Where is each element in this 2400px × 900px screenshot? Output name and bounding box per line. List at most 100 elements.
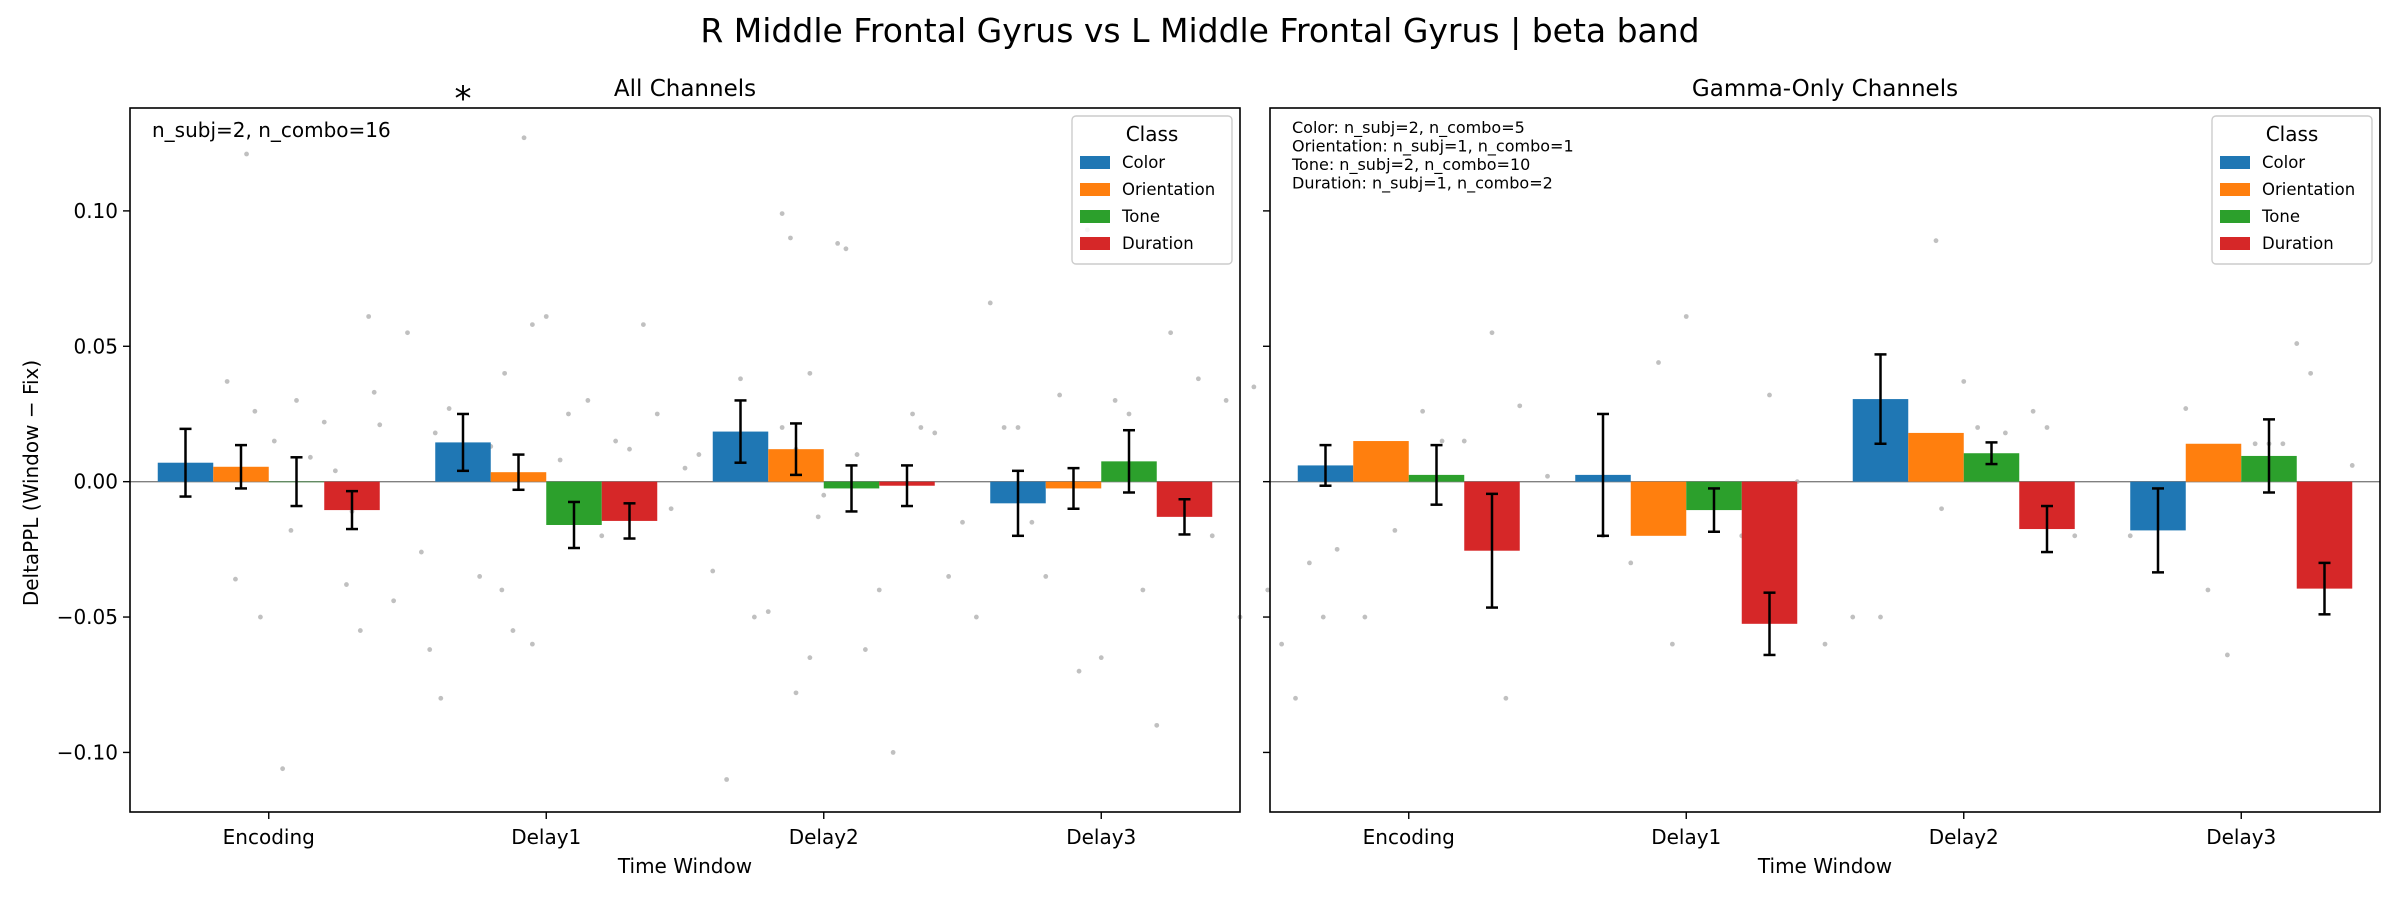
data-point [765, 609, 771, 615]
data-point [779, 425, 785, 430]
data-point [1293, 695, 1298, 701]
data-point [1961, 379, 1967, 384]
data-point [344, 582, 349, 587]
x-tick-label: Delay2 [1929, 825, 1999, 849]
legend-label-duration: Duration [1122, 234, 1194, 253]
data-point [252, 408, 258, 414]
data-point [244, 151, 249, 157]
data-point [1279, 641, 1285, 647]
data-point [1767, 392, 1772, 398]
data-point [1503, 695, 1509, 701]
data-point [1669, 641, 1675, 647]
data-point [640, 322, 646, 328]
legend-swatch-orientation [2220, 183, 2250, 196]
annotation-text: n_subj=2, n_combo=16 [152, 118, 391, 142]
annotation-line: Duration: n_subj=1, n_combo=2 [1292, 174, 1553, 194]
data-point [280, 766, 286, 772]
legend-swatch-duration [2220, 237, 2250, 250]
data-point [710, 568, 716, 574]
data-point [1043, 574, 1049, 579]
data-point [918, 425, 924, 430]
data-point [377, 422, 383, 428]
legend: Class Color Orientation Tone Duration [1071, 115, 1233, 265]
data-point [543, 314, 549, 319]
data-point [2205, 587, 2211, 593]
data-point [779, 211, 785, 217]
data-point [477, 574, 483, 579]
data-point [1461, 438, 1467, 444]
data-point [654, 411, 660, 417]
data-point [960, 519, 965, 525]
legend-swatch-orientation [1080, 183, 1110, 196]
data-point [807, 655, 813, 661]
x-tick-label: Delay1 [1651, 825, 1721, 849]
data-point [2308, 370, 2314, 376]
data-point [854, 452, 860, 457]
data-point [2224, 652, 2230, 658]
x-tick-label: Encoding [223, 825, 315, 849]
data-point [751, 614, 757, 620]
legend-swatch-duration [1080, 237, 1110, 250]
y-axis-label: DeltaPPL (Window − Fix) [19, 360, 43, 606]
data-point [876, 587, 882, 593]
data-point [738, 376, 743, 382]
legend-title: Class [1126, 122, 1179, 146]
significance-marker: * [455, 79, 472, 119]
x-tick-label: Encoding [1363, 825, 1455, 849]
bar-orientation-delay2 [1908, 432, 1964, 482]
data-point [1076, 668, 1082, 674]
x-tick-label: Delay2 [789, 825, 859, 849]
data-point [1209, 533, 1215, 539]
legend-title: Class [2266, 122, 2319, 146]
panel-title: All Channels [614, 76, 756, 102]
data-point [1656, 360, 1661, 365]
legend-label-color: Color [1122, 153, 1165, 172]
data-point [1001, 425, 1007, 430]
panel-title: Gamma-Only Channels [1692, 76, 1958, 102]
data-point [1029, 519, 1035, 525]
data-point [557, 457, 563, 463]
data-point [1168, 330, 1174, 336]
legend-label-orientation: Orientation [2262, 180, 2355, 199]
data-point [1975, 425, 1981, 430]
data-point [2252, 441, 2258, 447]
annotation-line: Tone: n_subj=2, n_combo=10 [1291, 155, 1530, 175]
figure-title: R Middle Frontal Gyrus vs L Middle Front… [700, 11, 1699, 50]
legend-label-duration: Duration [2262, 234, 2334, 253]
annotation-line: Orientation: n_subj=1, n_combo=1 [1292, 137, 1574, 157]
data-point [357, 628, 363, 633]
data-point [1140, 587, 1146, 593]
legend: Class Color Orientation Tone Duration [2211, 115, 2373, 265]
data-point [1334, 546, 1340, 552]
y-tick-label: 0.10 [73, 199, 118, 223]
data-point [890, 750, 896, 755]
panel-gamma-only-channels: Encoding Delay1 Delay2 Delay3 Gamma-Only Cha… [1263, 76, 2381, 878]
data-point [910, 411, 915, 417]
data-point [2349, 463, 2355, 468]
annotation-line: Color: n_subj=2, n_combo=5 [1292, 118, 1525, 138]
data-point [405, 330, 410, 336]
x-tick-label: Delay1 [511, 825, 581, 849]
data-point [529, 322, 535, 328]
data-point [2280, 441, 2286, 447]
legend-swatch-tone [2220, 210, 2250, 223]
data-point [668, 506, 674, 512]
data-point [521, 135, 527, 141]
data-point [724, 777, 730, 782]
data-point [391, 598, 397, 604]
data-point [1683, 314, 1689, 319]
data-point [946, 574, 952, 579]
data-point [1933, 238, 1939, 244]
data-point [807, 370, 813, 376]
data-point [1057, 392, 1063, 398]
data-point [288, 528, 294, 533]
legend-frame [2211, 115, 2373, 265]
data-point [502, 370, 508, 376]
data-point [835, 240, 841, 246]
data-point [1489, 330, 1495, 336]
data-point [446, 406, 452, 411]
data-point [821, 492, 827, 498]
data-point [1362, 614, 1368, 620]
data-point [2044, 425, 2050, 430]
legend-label-color: Color [2262, 153, 2305, 172]
